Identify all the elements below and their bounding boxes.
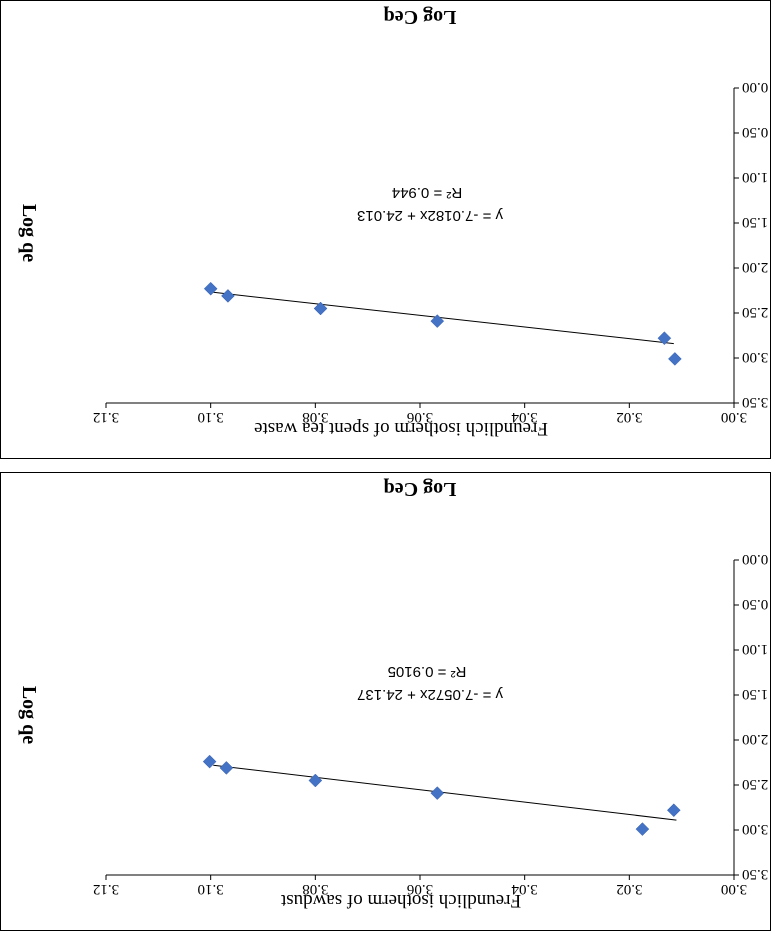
x-axis-title: Log Ceq	[384, 6, 457, 28]
x-tick-label: 3.00	[721, 881, 747, 897]
data-point	[219, 761, 234, 775]
x-tick-label: 3.08	[302, 881, 328, 897]
data-point	[221, 289, 235, 303]
y-tick-label: 2.00	[742, 259, 768, 275]
y-tick-label: 1.00	[742, 169, 768, 185]
data-point	[635, 822, 650, 836]
y-axis-title: Log qe	[18, 204, 40, 262]
y-tick-label: 0.00	[742, 551, 768, 567]
x-tick-label: 3.12	[93, 881, 119, 897]
chart-title: Freundlich isotherm of spent tea waste	[254, 418, 548, 439]
x-tick-label: 3.04	[511, 409, 538, 425]
x-tick-label: 3.02	[616, 881, 642, 897]
y-tick-label: 3.00	[742, 821, 768, 837]
y-tick-label: 1.50	[742, 214, 768, 230]
x-tick-label: 3.10	[198, 409, 224, 425]
data-point	[313, 301, 328, 316]
x-tick-label: 3.06	[406, 881, 433, 897]
r-squared-label: R² = 0.944	[392, 184, 462, 201]
y-axis-title: Log qe	[18, 686, 40, 744]
y-tick-label: 0.50	[742, 596, 768, 612]
y-tick-label: 2.50	[742, 776, 768, 792]
y-tick-label: 2.00	[742, 731, 768, 747]
data-point	[430, 786, 445, 800]
chart-panel-tea-waste: 0.00 0.50 1.00 1.50 2.00 2.50 3.00 3.50 3.00 3.02…	[0, 0, 771, 459]
data-point	[203, 281, 218, 296]
chart-body: 0.000.501.001.502.002.503.003.503.003.02…	[18, 6, 768, 439]
chart-panel-sawdust: 0.00 0.50 1.00 1.50 2.00 2.50 3.00 3.50 3.00 3.02…	[0, 472, 771, 931]
data-point	[666, 803, 681, 818]
y-tick-label: 1.00	[742, 641, 768, 657]
y-tick-label: 2.50	[742, 304, 768, 320]
y-tick-label: 0.50	[742, 124, 768, 140]
y-tick-label: 3.50	[742, 866, 768, 882]
data-point	[668, 352, 682, 366]
y-tick-label: 3.50	[742, 394, 768, 410]
trendline	[213, 764, 677, 821]
x-tick-label: 3.02	[616, 409, 642, 425]
trendline	[213, 291, 674, 345]
x-tick-label: 3.00	[721, 409, 747, 425]
r-squared-label: R² = 0.9105	[388, 663, 467, 680]
x-tick-label: 3.12	[93, 409, 119, 425]
x-tick-label: 3.04	[511, 881, 538, 897]
x-axis-title: Log Ceq	[384, 478, 457, 500]
data-point	[430, 314, 445, 328]
data-point	[657, 331, 672, 346]
chart-body: 0.000.501.001.502.002.503.003.503.003.02…	[18, 478, 768, 911]
y-tick-label: 0.00	[742, 79, 768, 95]
chart-sawdust: 0.000.501.001.502.002.503.003.503.003.02…	[18, 478, 768, 911]
data-point	[202, 754, 217, 769]
chart-title: Freundlich isotherm of sawdust	[280, 890, 521, 911]
x-tick-label: 3.08	[302, 409, 328, 425]
y-tick-label: 1.50	[742, 686, 768, 702]
x-tick-label: 3.10	[198, 881, 224, 897]
chart-tea-waste: 0.000.501.001.502.002.503.003.503.003.02…	[18, 6, 768, 439]
trendline-equation: y = -7.0572x + 24.137	[357, 686, 503, 703]
x-tick-label: 3.06	[406, 409, 433, 425]
y-tick-label: 3.00	[742, 349, 768, 365]
data-point	[308, 773, 323, 788]
trendline-equation: y = -7.0182x + 24.013	[357, 207, 503, 224]
